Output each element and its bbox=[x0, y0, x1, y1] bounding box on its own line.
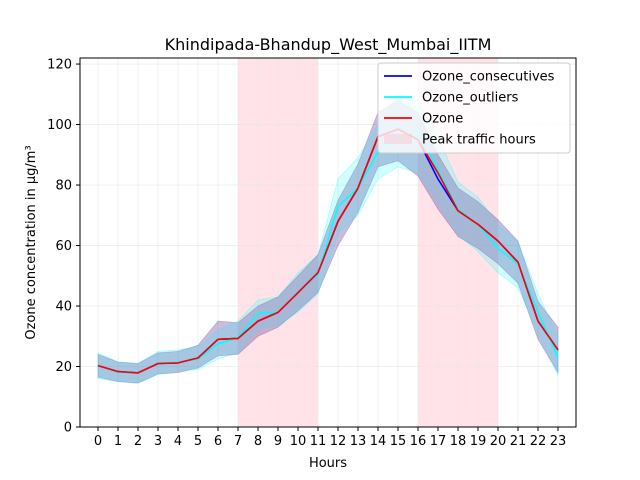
x-tick-label: 14 bbox=[370, 434, 387, 449]
chart-title: Khindipada-Bhandup_West_Mumbai_IITM bbox=[165, 35, 492, 55]
series-lines bbox=[97, 128, 559, 375]
x-tick-label: 8 bbox=[254, 434, 262, 449]
legend-label: Ozone bbox=[422, 112, 463, 127]
x-tick-label: 18 bbox=[450, 434, 467, 449]
legend-box bbox=[377, 62, 571, 154]
x-tick-label: 2 bbox=[134, 434, 142, 449]
x-tick-label: 6 bbox=[214, 434, 222, 449]
x-tick-label: 21 bbox=[510, 434, 527, 449]
legend-label: Ozone_outliers bbox=[422, 91, 519, 106]
y-tick-label: 60 bbox=[55, 239, 72, 254]
x-tick-label: 1 bbox=[114, 434, 122, 449]
y-axis-label: Ozone concentration in µg/m³ bbox=[24, 145, 39, 339]
plot-frame bbox=[79, 57, 577, 428]
x-tick-label: 12 bbox=[330, 434, 347, 449]
x-tick-label: 7 bbox=[234, 434, 242, 449]
legend-label: Peak traffic hours bbox=[422, 133, 536, 148]
x-tick-label: 11 bbox=[310, 434, 327, 449]
legend: Ozone_consecutives Ozone_outliers Ozone Pea… bbox=[377, 62, 571, 154]
x-axis-label: Hours bbox=[309, 456, 347, 471]
x-tick-label: 13 bbox=[350, 434, 367, 449]
y-tick-label: 100 bbox=[47, 118, 72, 133]
axis-ticks: 0 1 2 3 4 5 6 7 8 9 10 11 12 13 14 15 16 17 18 19 20 21 22 2302… bbox=[47, 58, 566, 449]
y-tick-label: 120 bbox=[47, 58, 72, 73]
x-tick-label: 16 bbox=[410, 434, 427, 449]
x-tick-label: 15 bbox=[390, 434, 407, 449]
x-tick-label: 0 bbox=[94, 434, 102, 449]
x-tick-label: 19 bbox=[470, 434, 487, 449]
y-tick-label: 20 bbox=[55, 360, 72, 375]
legend-swatch bbox=[384, 134, 412, 144]
legend-label: Ozone_consecutives bbox=[422, 70, 555, 85]
x-tick-label: 5 bbox=[194, 434, 202, 449]
x-tick-label: 9 bbox=[274, 434, 282, 449]
x-tick-label: 10 bbox=[290, 434, 307, 449]
x-tick-label: 22 bbox=[530, 434, 547, 449]
x-tick-label: 20 bbox=[490, 434, 507, 449]
series-line-ozone bbox=[97, 128, 559, 374]
y-tick-label: 0 bbox=[64, 421, 72, 436]
x-tick-label: 23 bbox=[550, 434, 567, 449]
x-tick-label: 3 bbox=[154, 434, 162, 449]
x-tick-label: 4 bbox=[174, 434, 182, 449]
x-tick-label: 17 bbox=[430, 434, 447, 449]
y-tick-label: 80 bbox=[55, 179, 72, 194]
y-tick-label: 40 bbox=[55, 300, 72, 315]
